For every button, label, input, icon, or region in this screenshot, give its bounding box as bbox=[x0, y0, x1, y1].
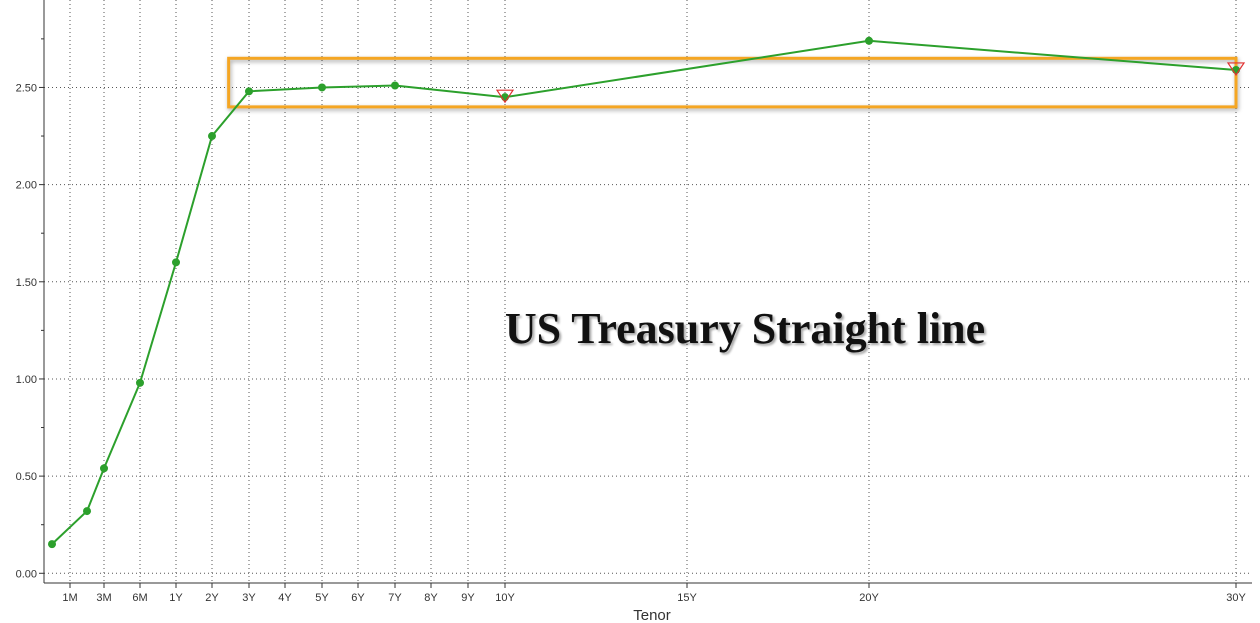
x-tick-label: 8Y bbox=[424, 592, 438, 604]
x-tick-label: 1Y bbox=[169, 592, 183, 604]
highlight-box bbox=[227, 56, 1238, 109]
y-tick-label: 0.00 bbox=[16, 568, 37, 580]
x-axis-title: Tenor bbox=[633, 607, 671, 623]
x-tick-label: 9Y bbox=[461, 592, 475, 604]
x-axis: 1M 3M 6M 1Y 2Y 3Y 4Y 5Y 6Y 7Y 8Y 9Y 10Y 15Y 20Y 30Y bbox=[44, 582, 1252, 604]
data-point bbox=[245, 87, 253, 96]
x-tick-label: 30Y bbox=[1226, 592, 1246, 604]
data-point bbox=[208, 132, 216, 141]
y-tick-label: 2.00 bbox=[16, 180, 37, 192]
gridlines bbox=[44, 0, 1252, 583]
series-line bbox=[51, 39, 1237, 545]
y-tick-label: 1.50 bbox=[16, 277, 37, 289]
x-tick-label: 7Y bbox=[388, 592, 402, 604]
series-layer bbox=[48, 36, 1240, 549]
highlight-box-layer bbox=[227, 56, 1238, 109]
data-point bbox=[83, 507, 92, 516]
data-point bbox=[100, 464, 108, 473]
marker-layer bbox=[495, 62, 1246, 104]
x-tick-label: 15Y bbox=[677, 592, 697, 604]
data-point bbox=[136, 378, 144, 387]
y-tick-label: 0.50 bbox=[16, 471, 37, 483]
x-tick-label: 3Y bbox=[242, 592, 256, 604]
triangle-marker bbox=[495, 89, 515, 104]
data-point bbox=[172, 258, 180, 267]
y-tick-label: 1.00 bbox=[16, 374, 37, 386]
x-tick-label: 10Y bbox=[495, 592, 515, 604]
data-point bbox=[865, 36, 873, 45]
x-tick-label: 6M bbox=[132, 592, 147, 604]
chart-annotation: US Treasury Straight line bbox=[505, 304, 985, 353]
data-point bbox=[48, 540, 56, 549]
x-tick-label: 5Y bbox=[315, 592, 329, 604]
x-tick-label: 20Y bbox=[859, 592, 879, 604]
data-point bbox=[318, 83, 326, 92]
y-tick-label: 2.50 bbox=[16, 82, 37, 94]
x-tick-label: 6Y bbox=[351, 592, 365, 604]
x-tick-label: 4Y bbox=[278, 592, 292, 604]
data-point bbox=[391, 81, 399, 90]
x-tick-label: 2Y bbox=[205, 592, 219, 604]
x-tick-label: 3M bbox=[96, 592, 111, 604]
y-axis: 0.00 0.50 1.00 1.50 2.00 2.50 bbox=[16, 0, 45, 583]
triangle-marker bbox=[1226, 62, 1246, 77]
x-tick-label: 1M bbox=[62, 592, 77, 604]
